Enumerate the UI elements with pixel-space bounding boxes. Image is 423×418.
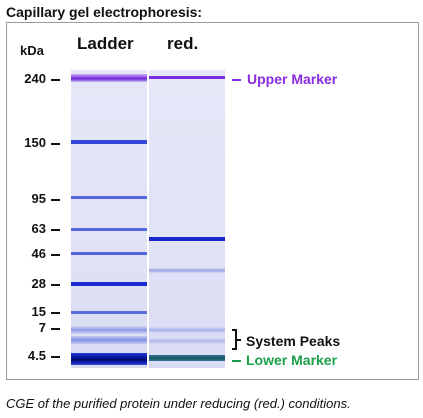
ladder-band-63 — [71, 228, 147, 231]
ladder-band-4-5 — [71, 353, 147, 365]
figure-title: Capillary gel electrophoresis: — [6, 4, 203, 20]
system-peaks-bracket — [232, 329, 237, 350]
tick-mark-240 — [51, 79, 60, 81]
upper-marker-dash — [232, 79, 241, 81]
lane-header-ladder: Ladder — [77, 34, 134, 53]
lower-marker-label: Lower Marker — [246, 352, 338, 368]
ladder-lane — [71, 70, 147, 368]
reduced-band-system-1 — [149, 327, 225, 333]
ladder-band-150 — [71, 140, 147, 144]
reduced-band-lower-marker — [149, 355, 225, 361]
ladder-band-system — [71, 336, 147, 344]
ladder-band-7 — [71, 326, 147, 334]
figure-caption: CGE of the purified protein under reduci… — [6, 396, 351, 411]
lane-header-reduced: red. — [167, 34, 199, 53]
tick-mark-15 — [51, 312, 60, 314]
tick-label-15: 15 — [31, 304, 46, 319]
reduced-lane — [149, 70, 225, 368]
tick-label-63: 63 — [31, 221, 46, 236]
tick-mark-28 — [51, 284, 60, 286]
tick-mark-46 — [51, 254, 60, 256]
reduced-band-system-2 — [149, 338, 225, 344]
tick-mark-63 — [51, 229, 60, 231]
tick-mark-150 — [51, 143, 60, 145]
system-peaks-bracket-nub — [237, 339, 241, 341]
tick-label-95: 95 — [31, 191, 46, 206]
tick-mark-95 — [51, 199, 60, 201]
ladder-band-95 — [71, 196, 147, 199]
ladder-band-240 — [71, 74, 147, 82]
ladder-band-15 — [71, 311, 147, 314]
ladder-band-28 — [71, 282, 147, 286]
tick-label-7: 7 — [38, 320, 46, 335]
upper-marker-label: Upper Marker — [247, 71, 338, 87]
lower-marker-dash — [232, 360, 241, 362]
kda-unit-label: kDa — [20, 43, 44, 58]
tick-label-150: 150 — [24, 135, 46, 150]
tick-mark-4-5 — [51, 356, 60, 358]
tick-label-240: 240 — [24, 71, 46, 86]
tick-label-4-5: 4.5 — [27, 348, 46, 363]
tick-label-46: 46 — [31, 246, 46, 261]
ladder-band-46 — [71, 252, 147, 255]
tick-mark-7 — [51, 328, 60, 330]
reduced-band-upper-marker — [149, 76, 225, 79]
tick-label-28: 28 — [31, 276, 46, 291]
reduced-band-main — [149, 237, 225, 241]
reduced-band-minor — [149, 268, 225, 273]
system-peaks-label: System Peaks — [246, 333, 341, 349]
